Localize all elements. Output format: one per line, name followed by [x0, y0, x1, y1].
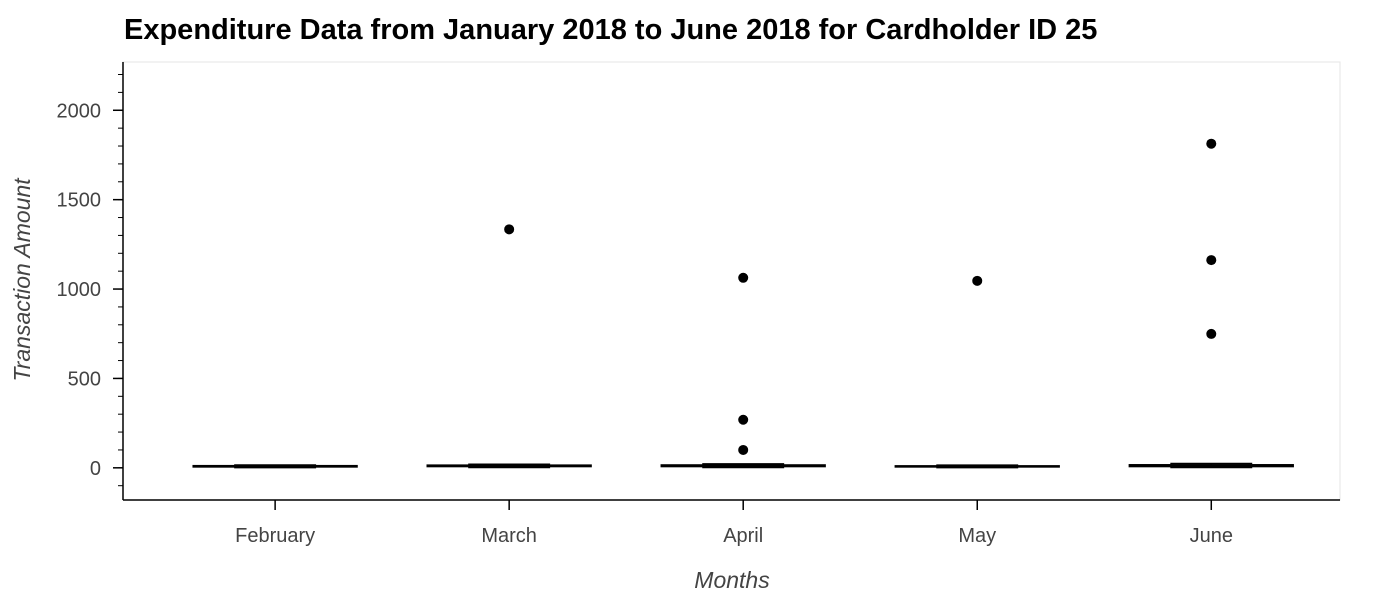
outlier-point [738, 272, 749, 283]
outlier-point [1206, 328, 1217, 339]
outlier-point [1206, 255, 1217, 266]
y-tick-label: 500 [68, 368, 101, 390]
outlier-point [504, 224, 515, 235]
outlier-layer [504, 138, 1217, 455]
x-tick-label: April [723, 525, 763, 547]
y-tick-label: 2000 [57, 100, 102, 122]
y-axis: 0 500 1000 1500 2000 [57, 62, 124, 500]
y-tick-label: 1500 [57, 190, 102, 212]
x-axis: February March April May June [123, 499, 1340, 547]
outlier-point [1206, 138, 1217, 149]
x-tick-label: June [1190, 525, 1233, 547]
x-tick-label: February [235, 525, 315, 547]
x-tick-label: March [481, 525, 537, 547]
outlier-point [738, 414, 749, 425]
chart-title: Expenditure Data from January 2018 to Ju… [124, 14, 1098, 46]
x-tick-label: May [958, 525, 996, 547]
y-tick-label: 1000 [57, 279, 102, 301]
y-axis-label: Transaction Amount [9, 177, 35, 382]
outlier-point [738, 444, 749, 455]
y-tick-label: 0 [90, 458, 101, 480]
outlier-point [972, 275, 983, 286]
plot-frame [122, 61, 1341, 501]
box-layer [192, 462, 1294, 469]
x-axis-label: Months [694, 567, 770, 593]
